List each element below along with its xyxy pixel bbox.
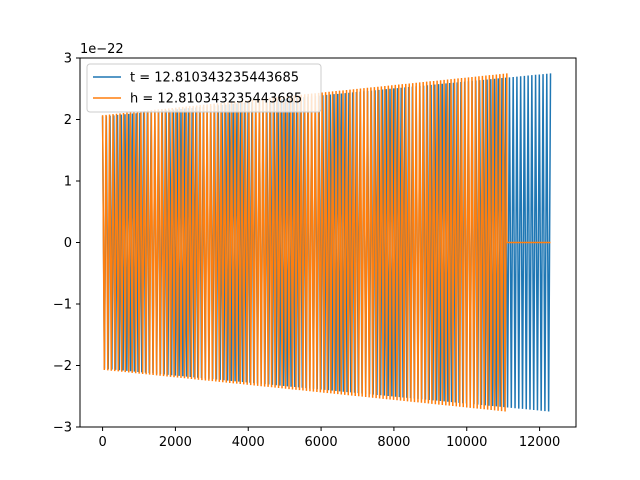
y-tick-label: 2 — [64, 113, 72, 128]
y-tick-label: −1 — [53, 298, 72, 313]
y-tick-label: 3 — [64, 52, 72, 67]
x-tick-label: 2000 — [159, 435, 192, 450]
legend: t = 12.810343235443685 h = 12.81034323544… — [86, 63, 322, 113]
y-tick-label: −3 — [53, 421, 72, 436]
plot-area — [101, 73, 552, 412]
legend-box — [86, 63, 322, 113]
x-tick-label: 4000 — [232, 435, 265, 450]
y-offset-text: 1e−22 — [80, 42, 124, 57]
legend-label-1: t = 12.810343235443685 — [130, 71, 299, 86]
axes-frame — [79, 57, 577, 428]
x-tick-label: 10000 — [446, 435, 487, 450]
y-offset-label: 1e−22 — [80, 42, 124, 57]
x-tick-label: 0 — [98, 435, 106, 450]
x-axis-ticks: 0 2000 4000 6000 8000 10000 12000 — [98, 427, 560, 450]
y-tick-label: −2 — [53, 359, 72, 374]
x-tick-label: 8000 — [377, 435, 410, 450]
y-axis-ticks: −3 −2 −1 0 1 2 3 — [53, 52, 80, 436]
x-tick-label: 6000 — [305, 435, 338, 450]
y-tick-label: 0 — [64, 236, 72, 251]
y-tick-label: 1 — [64, 175, 72, 190]
x-tick-label: 12000 — [519, 435, 560, 450]
legend-label-2: h = 12.810343235443685 — [130, 92, 302, 107]
series-line-2 — [101, 73, 551, 412]
